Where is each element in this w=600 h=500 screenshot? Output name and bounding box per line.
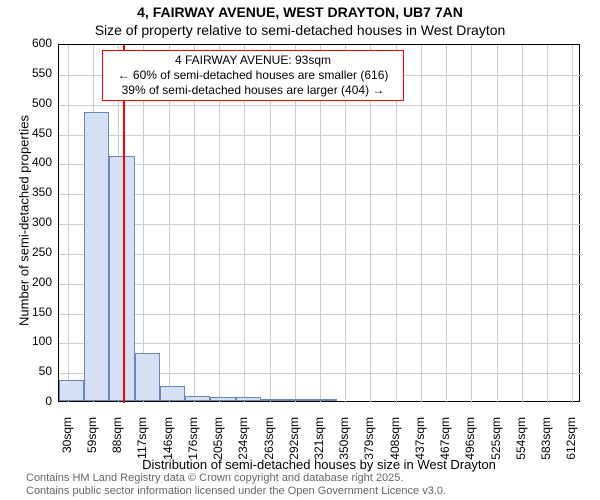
histogram-bar <box>261 399 286 401</box>
y-axis-label: Number of semi-detached properties <box>17 42 32 400</box>
annotation-line: 39% of semi-detached houses are larger (… <box>109 83 397 98</box>
footer-line: Contains HM Land Registry data © Crown c… <box>26 472 600 485</box>
histogram-bar <box>160 386 185 401</box>
gridline-vertical <box>421 45 422 403</box>
gridline-vertical <box>471 45 472 403</box>
gridline-vertical <box>497 45 498 403</box>
gridline-vertical <box>68 45 69 403</box>
chart-title-line2: Size of property relative to semi-detach… <box>0 22 600 38</box>
histogram-bar <box>185 396 210 401</box>
annotation-box: 4 FAIRWAY AVENUE: 93sqm← 60% of semi-det… <box>102 50 404 101</box>
histogram-bar <box>84 112 109 401</box>
x-axis-label: Distribution of semi-detached houses by … <box>58 457 580 472</box>
histogram-bar <box>210 397 235 401</box>
annotation-line: 4 FAIRWAY AVENUE: 93sqm <box>109 53 397 68</box>
annotation-line: ← 60% of semi-detached houses are smalle… <box>109 68 397 83</box>
histogram-bar <box>311 399 336 401</box>
footer: Contains HM Land Registry data © Crown c… <box>0 472 600 498</box>
histogram-bar <box>135 353 160 401</box>
chart-title-line1: 4, FAIRWAY AVENUE, WEST DRAYTON, UB7 7AN <box>0 4 600 20</box>
histogram-bar <box>236 397 261 401</box>
gridline-vertical <box>547 45 548 403</box>
footer-line: Contains public sector information licen… <box>26 485 600 498</box>
gridline-vertical <box>522 45 523 403</box>
histogram-bar <box>59 380 84 401</box>
gridline-vertical <box>572 45 573 403</box>
histogram-bar <box>286 399 311 401</box>
gridline-vertical <box>446 45 447 403</box>
